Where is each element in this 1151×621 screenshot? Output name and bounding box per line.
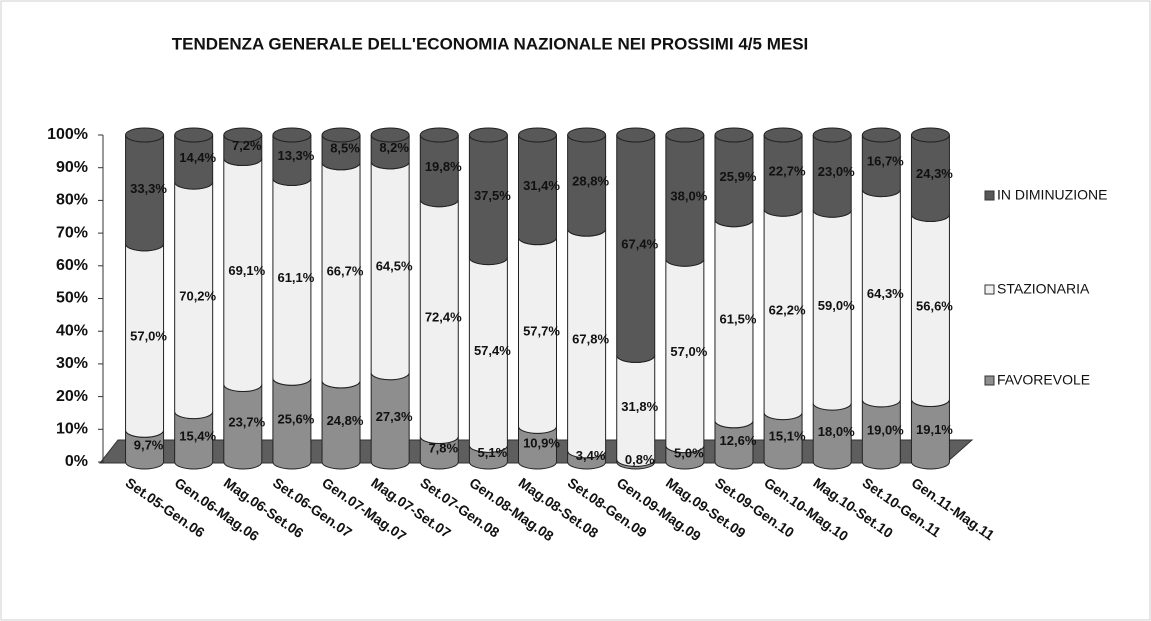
value-label: 5,0% <box>674 445 704 460</box>
value-label: 62,2% <box>769 302 806 317</box>
value-label: 15,4% <box>179 428 216 443</box>
chart-title: TENDENZA GENERALE DELL'ECONOMIA NAZIONAL… <box>172 34 809 53</box>
value-label: 27,3% <box>376 409 413 424</box>
bar-cap <box>223 127 263 143</box>
bar-cap <box>419 127 459 143</box>
value-label: 10,9% <box>523 436 560 451</box>
value-label: 31,8% <box>621 399 658 414</box>
value-label: 67,4% <box>621 237 658 252</box>
value-label: 70,2% <box>179 288 216 303</box>
bar-cap <box>763 127 803 143</box>
bar-cap <box>714 127 754 143</box>
value-label: 13,3% <box>277 148 314 163</box>
bar-cap <box>812 127 852 143</box>
value-label: 57,0% <box>670 344 707 359</box>
value-label: 59,0% <box>818 298 855 313</box>
y-tick-label: 70% <box>56 224 88 241</box>
value-label: 25,9% <box>720 169 757 184</box>
legend-label: IN DIMINUZIONE <box>997 187 1107 203</box>
bar-cap <box>174 127 214 143</box>
value-label: 24,3% <box>916 166 953 181</box>
bar-cap <box>616 127 656 143</box>
value-label: 0,8% <box>625 452 655 467</box>
bar-cap <box>910 127 950 143</box>
y-tick-label: 30% <box>56 355 88 372</box>
y-tick-label: 80% <box>56 192 88 209</box>
bar-cap <box>518 127 557 143</box>
y-tick-label: 90% <box>56 159 88 176</box>
y-tick-label: 10% <box>56 421 88 438</box>
value-label: 12,6% <box>720 433 757 448</box>
value-label: 16,7% <box>867 154 904 169</box>
value-label: 25,6% <box>277 412 314 427</box>
value-label: 61,5% <box>720 312 757 327</box>
y-tick-label: 60% <box>56 257 88 274</box>
bar-cap <box>468 127 508 143</box>
value-label: 19,0% <box>867 422 904 437</box>
legend-swatch <box>984 375 995 386</box>
value-label: 69,1% <box>228 263 265 278</box>
value-label: 56,6% <box>916 298 953 313</box>
bar-cap <box>370 127 410 143</box>
value-label: 22,7% <box>769 164 806 179</box>
value-label: 18,0% <box>818 424 855 439</box>
y-tick-label: 20% <box>56 388 88 405</box>
y-tick-label: 100% <box>47 126 88 143</box>
value-label: 9,7% <box>134 438 164 453</box>
value-label: 64,5% <box>376 259 413 274</box>
value-label: 23,0% <box>818 164 855 179</box>
value-label: 31,4% <box>523 178 560 193</box>
value-label: 14,4% <box>179 150 216 165</box>
y-tick-label: 40% <box>56 322 88 339</box>
value-label: 64,3% <box>867 286 904 301</box>
value-label: 8,5% <box>330 140 360 155</box>
bar-cap <box>567 127 607 143</box>
value-label: 19,8% <box>425 159 462 174</box>
value-label: 19,1% <box>916 422 953 437</box>
bar-cap <box>665 127 705 143</box>
value-label: 7,8% <box>428 441 458 456</box>
value-label: 24,8% <box>327 413 364 428</box>
value-label: 28,8% <box>572 174 609 189</box>
value-label: 5,1% <box>478 445 508 460</box>
value-label: 8,2% <box>379 140 409 155</box>
value-label: 7,2% <box>232 138 262 153</box>
value-label: 23,7% <box>228 415 265 430</box>
bar-cap <box>125 127 165 143</box>
y-tick-label: 0% <box>65 453 88 470</box>
value-label: 3,4% <box>576 448 606 463</box>
legend-swatch <box>984 190 995 201</box>
value-label: 15,1% <box>769 429 806 444</box>
legend-label: STAZIONARIA <box>997 281 1090 297</box>
value-label: 33,3% <box>130 181 167 196</box>
value-label: 57,0% <box>130 329 167 344</box>
value-label: 57,4% <box>474 343 511 358</box>
value-label: 37,5% <box>474 188 511 203</box>
bar-cap <box>321 127 361 143</box>
legend-swatch <box>984 284 995 295</box>
value-label: 67,8% <box>572 331 609 346</box>
legend-label: FAVOREVOLE <box>997 372 1090 388</box>
value-label: 72,4% <box>425 310 462 325</box>
value-label: 38,0% <box>670 189 707 204</box>
bar-cap <box>272 127 312 143</box>
value-label: 66,7% <box>327 263 364 278</box>
y-tick-label: 50% <box>56 290 88 307</box>
value-label: 61,1% <box>277 270 314 285</box>
value-label: 57,7% <box>523 323 560 338</box>
bar-cap <box>861 127 901 143</box>
